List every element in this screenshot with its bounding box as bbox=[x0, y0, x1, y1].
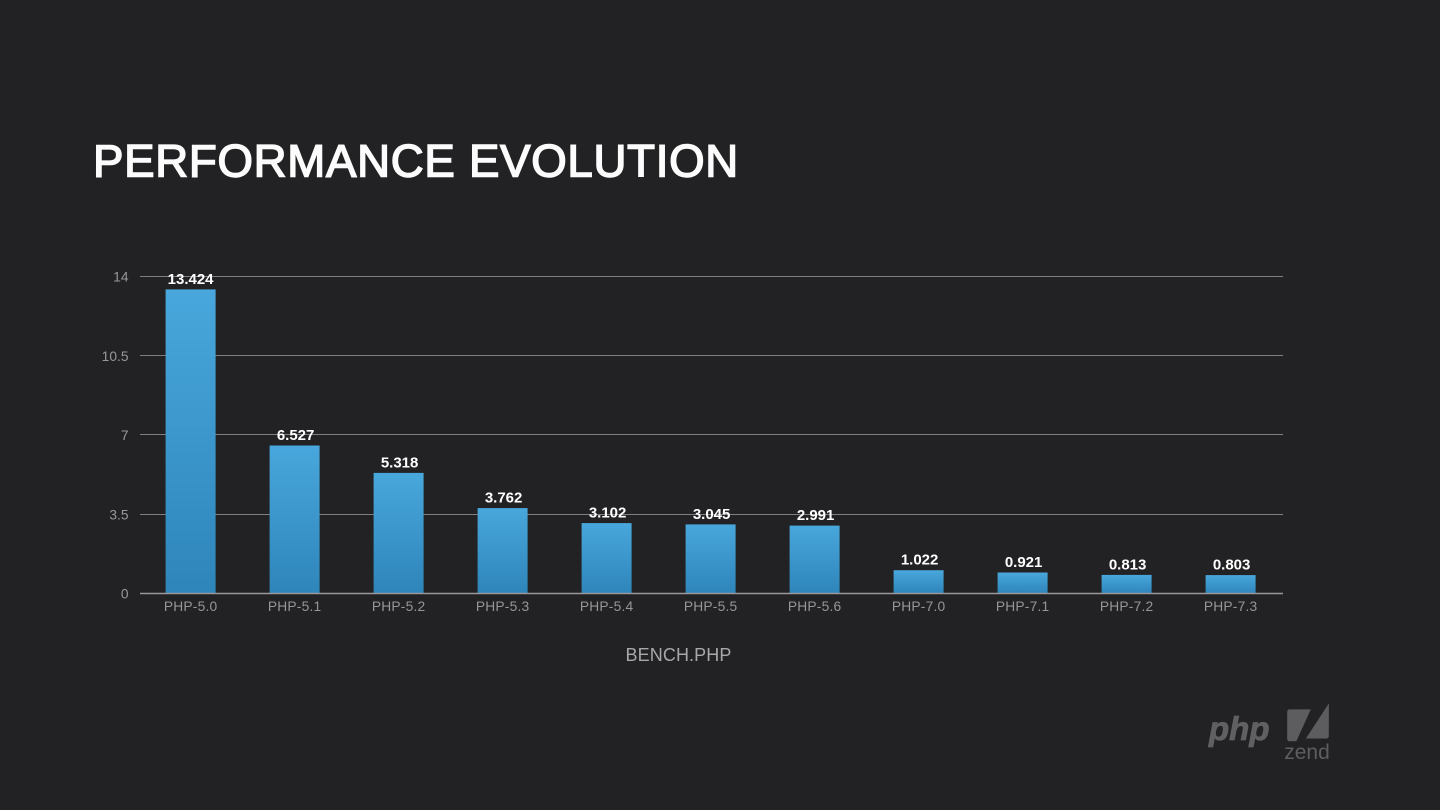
svg-text:PERFORMANCE EVOLUTION: PERFORMANCE EVOLUTION bbox=[93, 135, 739, 186]
svg-text:13.424: 13.424 bbox=[168, 271, 215, 288]
svg-text:5.318: 5.318 bbox=[381, 454, 419, 471]
svg-text:3.762: 3.762 bbox=[485, 490, 523, 507]
svg-text:14: 14 bbox=[113, 269, 129, 284]
svg-text:3.045: 3.045 bbox=[693, 506, 731, 523]
svg-text:PHP-7.0: PHP-7.0 bbox=[892, 599, 946, 614]
svg-text:0.803: 0.803 bbox=[1213, 557, 1251, 574]
svg-text:0.921: 0.921 bbox=[1005, 554, 1043, 571]
svg-text:PHP-7.3: PHP-7.3 bbox=[1204, 599, 1258, 614]
svg-text:PHP-5.2: PHP-5.2 bbox=[372, 599, 426, 614]
svg-text:0.813: 0.813 bbox=[1109, 556, 1147, 573]
svg-text:PHP-7.2: PHP-7.2 bbox=[1100, 599, 1154, 614]
svg-text:3.102: 3.102 bbox=[589, 505, 627, 522]
svg-text:6.527: 6.527 bbox=[277, 427, 315, 444]
svg-text:PHP-5.0: PHP-5.0 bbox=[164, 599, 218, 614]
svg-text:3.5: 3.5 bbox=[109, 507, 129, 522]
svg-text:2.991: 2.991 bbox=[797, 507, 835, 524]
svg-text:PHP-5.3: PHP-5.3 bbox=[476, 599, 530, 614]
svg-text:PHP-5.6: PHP-5.6 bbox=[788, 599, 842, 614]
svg-text:0: 0 bbox=[121, 586, 129, 601]
svg-text:PHP-5.1: PHP-5.1 bbox=[268, 599, 322, 614]
svg-text:PHP-5.5: PHP-5.5 bbox=[684, 599, 738, 614]
svg-text:php: php bbox=[1208, 710, 1269, 747]
svg-text:1.022: 1.022 bbox=[901, 552, 939, 569]
svg-text:zend: zend bbox=[1284, 741, 1330, 764]
svg-text:PHP-7.1: PHP-7.1 bbox=[996, 599, 1050, 614]
svg-text:10.5: 10.5 bbox=[102, 349, 129, 364]
svg-text:BENCH.PHP: BENCH.PHP bbox=[626, 645, 732, 665]
svg-text:7: 7 bbox=[121, 428, 129, 443]
svg-text:PHP-5.4: PHP-5.4 bbox=[580, 599, 634, 614]
